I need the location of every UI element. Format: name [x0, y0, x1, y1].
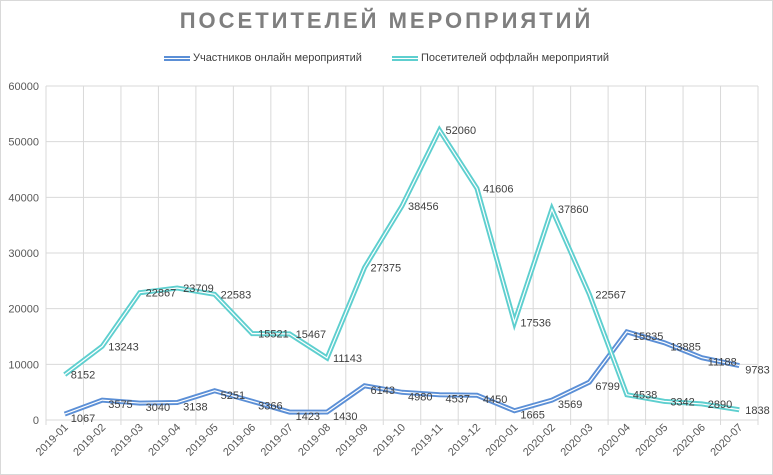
y-tick-label: 30000 [8, 248, 39, 260]
data-label: 6799 [595, 381, 619, 393]
y-tick-label: 50000 [8, 137, 39, 149]
data-label: 22867 [146, 288, 177, 300]
data-label: 4537 [445, 394, 469, 406]
data-label: 15467 [296, 329, 327, 341]
data-label: 17536 [520, 317, 551, 329]
x-tick-label: 2019-11 [409, 422, 445, 458]
y-tick-label: 60000 [8, 81, 39, 93]
data-label: 4450 [483, 394, 507, 406]
series-line-inner-1 [64, 128, 740, 411]
x-tick-label: 2019-06 [221, 422, 258, 459]
x-tick-label: 2020-02 [521, 422, 558, 459]
x-tick-label: 2019-10 [371, 422, 408, 459]
data-label: 37860 [558, 204, 589, 216]
y-tick-label: 20000 [8, 304, 39, 316]
x-tick-label: 2019-03 [109, 422, 146, 459]
x-tick-label: 2019-07 [259, 422, 296, 459]
legend-item-online: Участников онлайн мероприятий [163, 52, 362, 64]
legend-label-offline: Посетителей оффлайн мероприятий [420, 52, 610, 64]
x-tick-label: 2020-03 [558, 422, 595, 459]
legend-label-online: Участников онлайн мероприятий [192, 52, 362, 64]
x-tick-label: 2019-01 [34, 422, 71, 459]
data-label: 11188 [708, 357, 737, 369]
data-label: 1665 [520, 410, 544, 422]
x-tick-label: 2020-04 [596, 422, 633, 459]
data-label: 13243 [108, 341, 139, 353]
legend-swatch-offline [391, 55, 418, 61]
data-label: 2890 [708, 399, 732, 411]
x-tick-label: 2020-01 [484, 422, 521, 459]
y-tick-label: 0 [33, 415, 39, 427]
y-tick-label: 40000 [8, 192, 39, 204]
data-label: 3569 [558, 399, 582, 411]
x-tick-label: 2019-09 [334, 422, 371, 459]
legend-item-offline: Посетителей оффлайн мероприятий [391, 52, 610, 64]
data-label: 41606 [483, 183, 514, 195]
data-label: 38456 [408, 201, 439, 213]
data-label: 1423 [296, 411, 320, 423]
y-tick-label: 10000 [8, 359, 39, 371]
data-label: 11143 [333, 353, 362, 365]
data-label: 4538 [633, 390, 657, 402]
data-label: 3342 [670, 396, 694, 408]
x-tick-label: 2020-06 [671, 422, 708, 459]
chart-title: ПОСЕТИТЕЛЕЙ МЕРОПРИЯТИЙ [179, 8, 594, 33]
data-label: 27375 [371, 263, 402, 275]
data-label: 9783 [745, 365, 769, 377]
data-label: 22583 [221, 289, 252, 301]
data-label: 1838 [745, 405, 769, 417]
legend-swatch-online [163, 55, 190, 61]
x-tick-label: 2020-07 [708, 422, 745, 459]
data-label: 3040 [146, 402, 170, 414]
x-tick-label: 2019-02 [71, 422, 108, 459]
data-label: 13885 [670, 342, 701, 354]
x-tick-label: 2019-08 [296, 422, 333, 459]
data-label: 15521 [258, 329, 289, 341]
data-label: 5251 [221, 390, 245, 402]
series-line-1 [63, 125, 740, 413]
data-label: 3575 [108, 399, 132, 411]
data-label: 23709 [183, 283, 214, 295]
data-label: 3366 [258, 400, 282, 412]
data-label: 8152 [71, 370, 95, 382]
data-label: 3138 [183, 402, 207, 414]
data-label: 4980 [408, 391, 432, 403]
data-label: 1067 [71, 413, 95, 425]
legend: Участников онлайн мероприятий Посетителе… [0, 52, 773, 64]
data-label: 6143 [371, 385, 395, 397]
data-label: 15835 [633, 331, 664, 343]
data-label: 1430 [333, 411, 357, 423]
x-tick-label: 2020-05 [633, 422, 670, 459]
x-tick-label: 2019-12 [446, 422, 483, 459]
x-tick-label: 2019-05 [184, 422, 221, 459]
data-label: 22567 [595, 289, 626, 301]
data-label: 52060 [445, 125, 476, 137]
x-tick-label: 2019-04 [146, 422, 183, 459]
